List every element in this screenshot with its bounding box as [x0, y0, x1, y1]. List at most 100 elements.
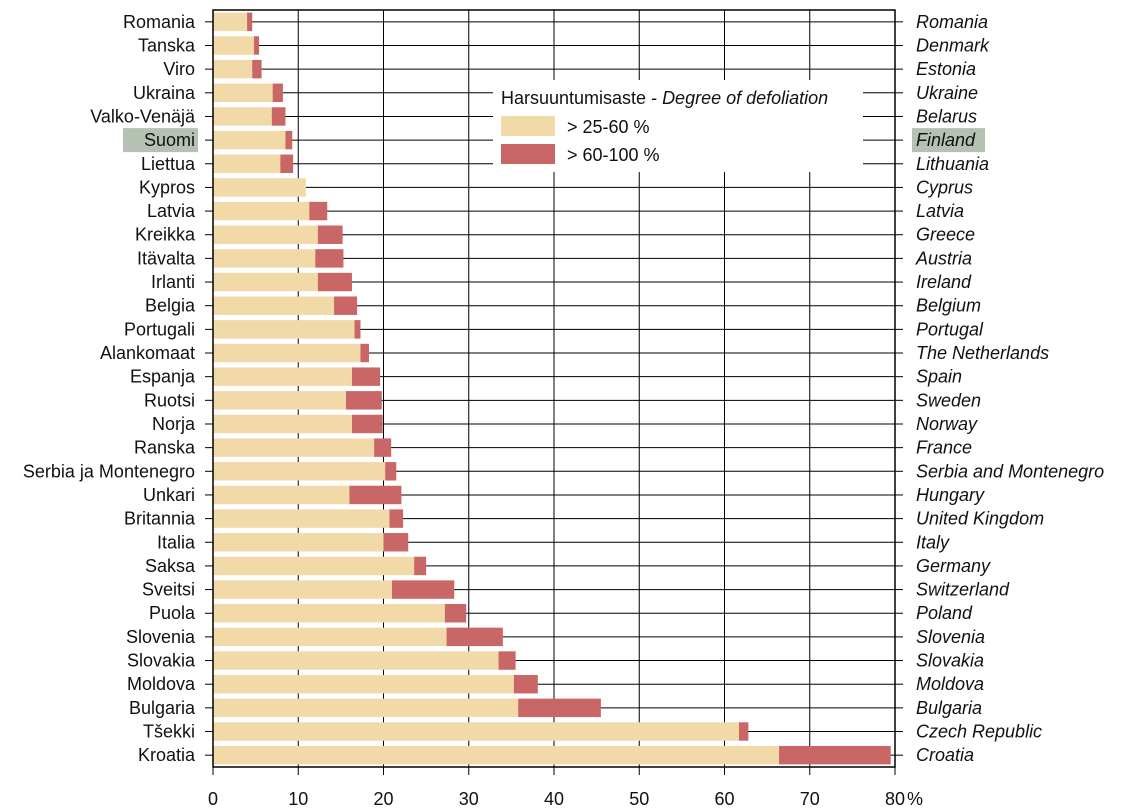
bar-segment-25-60: [213, 107, 272, 126]
bar-segment-25-60: [213, 556, 415, 576]
x-unit-label: %: [907, 789, 923, 809]
category-label-fi: Valko-Venäjä: [90, 106, 196, 126]
x-tick-label: 40: [544, 789, 564, 809]
bar-segment-60-100: [779, 745, 891, 765]
bar-segment-25-60: [213, 391, 346, 410]
highlight-right-label-bg: [912, 128, 985, 153]
bar-segment-25-60: [213, 414, 352, 434]
x-tick-label: 80: [885, 789, 905, 809]
bar-segment-25-60: [213, 36, 254, 55]
bar-segment-25-60: [213, 154, 281, 173]
category-label-en: Italy: [916, 532, 950, 552]
category-label-fi: Romania: [123, 12, 196, 32]
bar-segment-60-100: [374, 438, 392, 457]
category-label-fi: Suomi: [144, 130, 195, 150]
category-label-en: Finland: [916, 130, 976, 150]
bar-segment-60-100: [389, 509, 404, 528]
category-label-en: Greece: [916, 225, 975, 245]
category-label-en: Spain: [916, 367, 962, 387]
category-label-fi: Latvia: [147, 201, 196, 221]
bar-segment-25-60: [213, 509, 390, 528]
category-label-en: Estonia: [916, 59, 976, 79]
bar-segment-60-100: [383, 533, 409, 552]
bar-segment-25-60: [213, 59, 253, 79]
x-tick-label: 0: [208, 789, 218, 809]
bar-segment-60-100: [446, 627, 503, 647]
x-tick-label: 70: [800, 789, 820, 809]
bar-segment-25-60: [213, 674, 514, 694]
bar-segment-25-60: [213, 698, 519, 718]
bar-segment-25-60: [213, 367, 352, 386]
bar-segment-25-60: [213, 604, 445, 623]
bar-segment-25-60: [213, 722, 739, 741]
category-label-en: United Kingdom: [916, 509, 1044, 529]
bar-segment-25-60: [213, 533, 384, 552]
bar-segment-60-100: [360, 343, 370, 363]
bar-segment-60-100: [315, 249, 344, 268]
category-label-fi: Kreikka: [135, 225, 196, 245]
category-label-en: Sweden: [916, 390, 981, 410]
bar-segment-25-60: [213, 320, 355, 339]
bar-segment-60-100: [392, 580, 455, 599]
bar-segment-25-60: [213, 178, 306, 197]
category-label-fi: Saksa: [145, 556, 196, 576]
highlight-left-label-bg: [123, 128, 198, 153]
category-label-en: Hungary: [916, 485, 985, 505]
bar-segment-60-100: [351, 414, 383, 434]
category-label-fi: Portugali: [124, 319, 195, 339]
bar-segment-60-100: [280, 154, 294, 173]
category-label-en: Czech Republic: [916, 722, 1042, 742]
category-label-fi: Serbia ja Montenegro: [23, 461, 195, 481]
category-label-fi: Irlanti: [151, 272, 195, 292]
legend-title: Harsuuntumisaste - Degree of defoliation: [501, 88, 828, 108]
category-label-en: Bulgaria: [916, 698, 982, 718]
category-label-en: The Netherlands: [916, 343, 1049, 363]
x-tick-label: 60: [714, 789, 734, 809]
legend-swatch: [501, 116, 555, 136]
category-label-en: Moldova: [916, 674, 984, 694]
bar-segment-60-100: [498, 651, 516, 670]
bar-segment-25-60: [213, 462, 386, 481]
legend-label: > 25-60 %: [567, 117, 650, 137]
category-label-en: Portugal: [916, 319, 984, 339]
bar-segment-25-60: [213, 627, 447, 647]
category-label-fi: Sveitsi: [142, 580, 195, 600]
bar-segment-60-100: [351, 367, 381, 386]
bar-segment-25-60: [213, 438, 375, 457]
category-label-fi: Slovakia: [127, 651, 196, 671]
category-label-fi: Espanja: [130, 367, 196, 387]
bar-segment-60-100: [253, 36, 260, 55]
category-label-fi: Ruotsi: [144, 390, 195, 410]
category-label-fi: Liettua: [141, 154, 196, 174]
bar-segment-60-100: [414, 556, 427, 576]
x-tick-label: 20: [373, 789, 393, 809]
bar-segment-60-100: [271, 107, 286, 126]
bar-segment-60-100: [738, 722, 749, 741]
category-label-en: Cyprus: [916, 177, 973, 197]
bar-segment-60-100: [309, 201, 328, 221]
bar-segment-25-60: [213, 745, 780, 765]
bar-segment-25-60: [213, 651, 499, 670]
bar-segment-60-100: [354, 320, 361, 339]
bar-segment-60-100: [247, 12, 253, 32]
bar-segment-25-60: [213, 249, 316, 268]
bar-segment-25-60: [213, 225, 318, 244]
category-label-en: Slovakia: [916, 651, 984, 671]
category-label-fi: Kroatia: [138, 745, 196, 765]
bar-segment-25-60: [213, 272, 318, 292]
bar-segment-60-100: [272, 83, 283, 103]
bar-segment-25-60: [213, 580, 393, 599]
category-label-en: Germany: [916, 556, 991, 576]
category-label-fi: Puola: [149, 603, 196, 623]
category-label-fi: Ranska: [134, 438, 196, 458]
bar-segment-60-100: [285, 130, 293, 150]
category-label-fi: Viro: [163, 59, 195, 79]
bar-segment-60-100: [349, 485, 402, 505]
bar-segment-25-60: [213, 130, 286, 150]
bar-segment-25-60: [213, 296, 335, 315]
category-label-fi: Bulgaria: [129, 698, 196, 718]
category-label-en: France: [916, 438, 972, 458]
x-tick-label: 10: [288, 789, 308, 809]
category-label-fi: Tanska: [138, 35, 196, 55]
bar-segment-25-60: [213, 201, 310, 221]
